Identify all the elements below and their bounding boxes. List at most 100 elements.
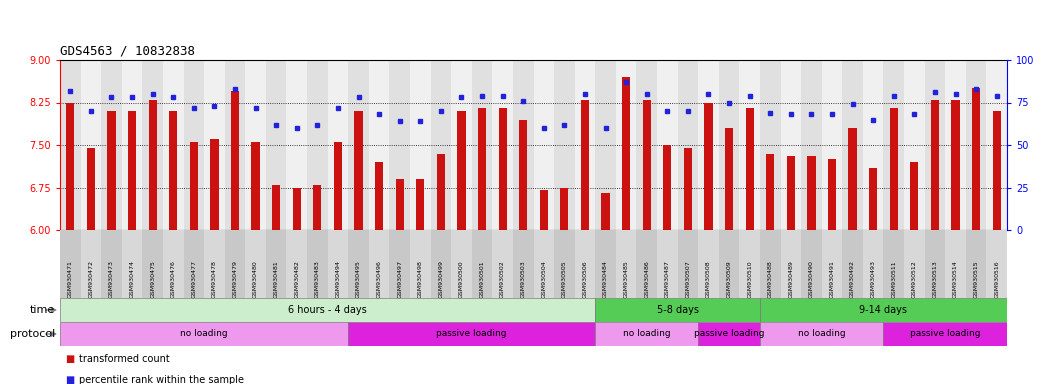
Bar — [349, 323, 596, 346]
Bar — [677, 60, 698, 230]
Bar — [81, 60, 102, 230]
Bar — [149, 100, 157, 230]
Bar — [245, 230, 266, 298]
Bar — [945, 230, 965, 298]
Bar — [287, 230, 307, 298]
Bar — [183, 230, 204, 298]
Bar — [560, 187, 569, 230]
Bar — [965, 60, 986, 230]
Bar — [272, 185, 281, 230]
Bar — [945, 60, 965, 230]
Bar — [616, 60, 637, 230]
Bar — [190, 142, 198, 230]
Bar — [863, 60, 884, 230]
Bar — [993, 111, 1001, 230]
Text: 9-14 days: 9-14 days — [860, 305, 908, 315]
Bar — [766, 154, 775, 230]
Text: 6 hours - 4 days: 6 hours - 4 days — [288, 305, 367, 315]
Bar — [890, 108, 898, 230]
Text: percentile rank within the sample: percentile rank within the sample — [79, 375, 244, 384]
Bar — [458, 111, 466, 230]
Text: passive loading: passive loading — [437, 329, 507, 339]
Bar — [925, 230, 945, 298]
Bar — [210, 139, 219, 230]
Bar — [313, 185, 321, 230]
Bar — [307, 230, 328, 298]
Bar — [534, 230, 554, 298]
Bar — [972, 88, 980, 230]
Bar — [334, 142, 342, 230]
Bar — [554, 230, 575, 298]
Bar — [492, 60, 513, 230]
Bar — [745, 108, 754, 230]
Bar — [225, 230, 245, 298]
Bar — [349, 60, 369, 230]
Bar — [108, 111, 115, 230]
Text: 5-8 days: 5-8 days — [656, 305, 698, 315]
Bar — [760, 230, 781, 298]
Bar — [725, 128, 733, 230]
Bar — [760, 298, 1007, 321]
Bar — [430, 60, 451, 230]
Bar — [677, 230, 698, 298]
Bar — [142, 60, 163, 230]
Bar — [170, 111, 177, 230]
Bar — [121, 60, 142, 230]
Bar — [739, 60, 760, 230]
Bar — [884, 323, 1007, 346]
Bar — [163, 230, 183, 298]
Bar — [389, 230, 410, 298]
Bar — [375, 162, 383, 230]
Bar — [828, 159, 837, 230]
Text: no loading: no loading — [623, 329, 670, 339]
Bar — [684, 148, 692, 230]
Bar — [231, 91, 239, 230]
Bar — [910, 162, 918, 230]
Bar — [60, 323, 349, 346]
Text: time: time — [29, 305, 54, 315]
Bar — [354, 111, 362, 230]
Bar — [596, 230, 616, 298]
Bar — [430, 230, 451, 298]
Bar — [163, 60, 183, 230]
Bar — [554, 60, 575, 230]
Bar — [396, 179, 404, 230]
Bar — [266, 60, 287, 230]
Bar — [760, 323, 884, 346]
Bar — [663, 145, 671, 230]
Bar — [204, 60, 225, 230]
Bar — [822, 230, 842, 298]
Bar — [643, 100, 651, 230]
Bar — [842, 60, 863, 230]
Bar — [848, 128, 856, 230]
Bar — [292, 187, 300, 230]
Bar — [601, 193, 609, 230]
Bar — [369, 230, 389, 298]
Bar — [786, 156, 795, 230]
Bar — [931, 100, 939, 230]
Bar — [245, 60, 266, 230]
Bar — [952, 100, 960, 230]
Bar — [822, 60, 842, 230]
Text: transformed count: transformed count — [79, 354, 170, 364]
Bar — [760, 60, 781, 230]
Bar — [698, 323, 760, 346]
Bar — [266, 230, 287, 298]
Bar — [904, 230, 925, 298]
Bar — [534, 60, 554, 230]
Bar — [801, 60, 822, 230]
Text: ■: ■ — [65, 375, 74, 384]
Bar — [477, 108, 486, 230]
Bar — [596, 60, 616, 230]
Bar — [410, 60, 430, 230]
Bar — [251, 142, 260, 230]
Bar — [472, 230, 492, 298]
Bar — [307, 60, 328, 230]
Bar — [705, 103, 713, 230]
Bar — [60, 230, 81, 298]
Bar — [884, 230, 904, 298]
Bar — [698, 60, 719, 230]
Bar — [128, 111, 136, 230]
Bar — [575, 230, 596, 298]
Bar — [349, 230, 369, 298]
